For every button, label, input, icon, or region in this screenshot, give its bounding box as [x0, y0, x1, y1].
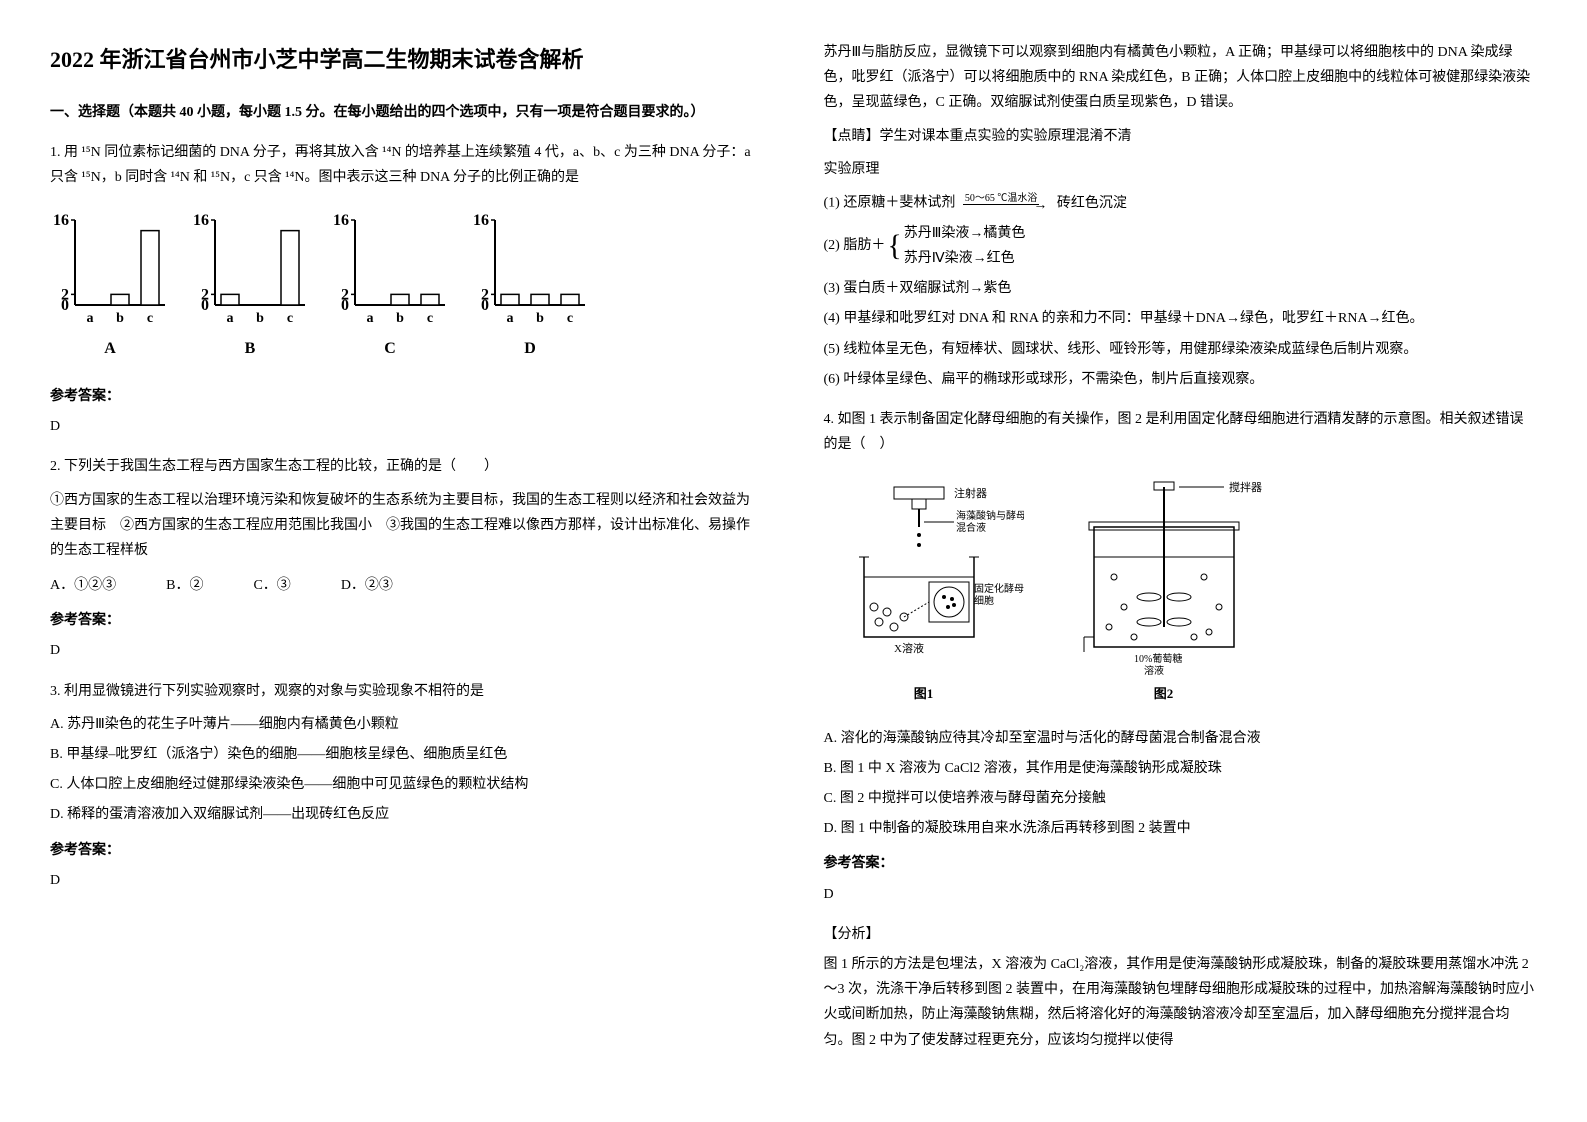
- svg-text:0: 0: [341, 297, 349, 314]
- formula-2: (2) 脂肪＋ { 苏丹Ⅲ染液→橘黄色 苏丹Ⅳ染液→红色: [824, 221, 1538, 271]
- q4-answer: D: [824, 882, 1538, 907]
- question-4: 4. 如图 1 表示制备固定化酵母细胞的有关操作，图 2 是利用固定化酵母细胞进…: [824, 407, 1538, 1053]
- svg-text:a: a: [507, 311, 514, 326]
- diagram-2: 搅拌器: [1064, 477, 1264, 705]
- q4-option-b: B. 图 1 中 X 溶液为 CaCl2 溶液，其作用是使海藻酸钠形成凝胶珠: [824, 756, 1538, 781]
- formula-4: (4) 甲基绿和吡罗红对 DNA 和 RNA 的亲和力不同：甲基绿＋DNA→绿色…: [824, 306, 1538, 331]
- left-column: 2022 年浙江省台州市小芝中学高二生物期末试卷含解析 一、选择题（本题共 40…: [50, 40, 764, 1068]
- f2-line1: 苏丹Ⅲ染液→橘黄色: [904, 221, 1026, 246]
- glucose-label-2: 溶液: [1144, 664, 1164, 677]
- section-header: 一、选择题（本题共 40 小题，每小题 1.5 分。在每小题给出的四个选项中，只…: [50, 100, 764, 125]
- diagram2-label: 图2: [1154, 682, 1174, 705]
- svg-text:0: 0: [481, 297, 489, 314]
- q4-diagrams: 注射器 海藻酸钠与酵母菌 混合液: [824, 477, 1538, 705]
- q2-option-d: D．②③: [341, 573, 393, 598]
- formula-5: (5) 线粒体呈无色，有短棒状、圆球状、线形、哑铃形等，用健那绿染液染成蓝绿色后…: [824, 337, 1538, 362]
- bar-chart-B: 16 2 0 abc B: [190, 210, 310, 364]
- r-shiyan: 实验原理: [824, 157, 1538, 182]
- q4-analysis: 图 1 所示的方法是包埋法，X 溶液为 CaCl₂溶液，其作用是使海藻酸钠形成凝…: [824, 952, 1538, 1053]
- formula-1: (1) 还原糖＋斐林试剂 50～65 ℃温水浴 → 砖红色沉淀: [824, 190, 1538, 216]
- bar-chart-C: 16 2 0 abc C: [330, 210, 450, 364]
- diagram-1: 注射器 海藻酸钠与酵母菌 混合液: [824, 477, 1024, 705]
- glucose-label-1: 10%葡萄糖: [1134, 652, 1182, 665]
- f2-line2: 苏丹Ⅳ染液→红色: [904, 246, 1026, 271]
- left-brace-icon: {: [887, 231, 901, 261]
- mix-label-2: 混合液: [956, 521, 986, 534]
- svg-text:16: 16: [333, 212, 349, 229]
- svg-text:c: c: [287, 311, 293, 326]
- r-para1: 苏丹Ⅲ与脂肪反应，显微镜下可以观察到细胞内有橘黄色小颗粒，A 正确；甲基绿可以将…: [824, 40, 1538, 116]
- diagram2-svg: 搅拌器: [1064, 477, 1264, 677]
- q2-answer: D: [50, 638, 764, 663]
- q1-text: 1. 用 ¹⁵N 同位素标记细菌的 DNA 分子，再将其放入含 ¹⁴N 的培养基…: [50, 140, 764, 190]
- r-dianjing: 【点睛】学生对课本重点实验的实验原理混淆不清: [824, 124, 1538, 149]
- q2-subtext: ①西方国家的生态工程以治理环境污染和恢复破坏的生态系统为主要目标，我国的生态工程…: [50, 488, 764, 564]
- svg-text:0: 0: [61, 297, 69, 314]
- chart-label: B: [245, 335, 256, 364]
- q2-option-c: C．③: [253, 573, 290, 598]
- bar-chart-A: 16 2 0 abc A: [50, 210, 170, 364]
- mix-label-1: 海藻酸钠与酵母菌: [956, 509, 1024, 522]
- syringe-label: 注射器: [954, 486, 987, 500]
- f1-prefix: (1) 还原糖＋斐林试剂: [824, 196, 956, 211]
- page-title: 2022 年浙江省台州市小芝中学高二生物期末试卷含解析: [50, 40, 764, 80]
- svg-text:b: b: [536, 311, 544, 326]
- chart-label: A: [104, 335, 116, 364]
- diagram1-svg: 注射器 海藻酸钠与酵母菌 混合液: [824, 477, 1024, 677]
- q2-answer-label: 参考答案：: [50, 608, 764, 633]
- cell-label-2: 细胞: [974, 594, 994, 607]
- q3-option-d: D. 稀释的蛋清溶液加入双缩脲试剂——出现砖红色反应: [50, 802, 764, 827]
- question-2: 2. 下列关于我国生态工程与西方国家生态工程的比较，正确的是（ ） ①西方国家的…: [50, 454, 764, 663]
- svg-text:16: 16: [473, 212, 489, 229]
- x-label: X溶液: [894, 641, 924, 655]
- chart-label: C: [384, 335, 396, 364]
- cell-label-1: 固定化酵母: [974, 582, 1024, 595]
- q3-option-a: A. 苏丹Ⅲ染色的花生子叶薄片——细胞内有橘黄色小颗粒: [50, 712, 764, 737]
- svg-text:b: b: [256, 311, 264, 326]
- q2-option-a: A．①②③: [50, 573, 116, 598]
- svg-text:16: 16: [53, 212, 69, 229]
- f1-condition: 50～65 ℃温水浴: [963, 193, 1040, 205]
- stirrer-label: 搅拌器: [1229, 480, 1262, 494]
- svg-text:a: a: [367, 311, 374, 326]
- q2-text: 2. 下列关于我国生态工程与西方国家生态工程的比较，正确的是（ ）: [50, 454, 764, 479]
- right-column: 苏丹Ⅲ与脂肪反应，显微镜下可以观察到细胞内有橘黄色小颗粒，A 正确；甲基绿可以将…: [824, 40, 1538, 1068]
- f2-prefix: (2) 脂肪＋: [824, 233, 886, 258]
- q3-option-c: C. 人体口腔上皮细胞经过健那绿染液染色——细胞中可见蓝绿色的颗粒状结构: [50, 772, 764, 797]
- q1-charts: 16 2 0 abc A 16 2 0 abc B 16 2 0 abc C 1…: [50, 210, 764, 364]
- arrow-icon: →: [1033, 193, 1047, 218]
- bar-chart-D: 16 2 0 abc D: [470, 210, 590, 364]
- q4-text: 4. 如图 1 表示制备固定化酵母细胞的有关操作，图 2 是利用固定化酵母细胞进…: [824, 407, 1538, 457]
- svg-text:c: c: [567, 311, 573, 326]
- svg-text:0: 0: [201, 297, 209, 314]
- svg-text:16: 16: [193, 212, 209, 229]
- q4-option-d: D. 图 1 中制备的凝胶珠用自来水洗涤后再转移到图 2 装置中: [824, 816, 1538, 841]
- q4-option-c: C. 图 2 中搅拌可以使培养液与酵母菌充分接触: [824, 786, 1538, 811]
- formula-3: (3) 蛋白质＋双缩脲试剂→紫色: [824, 276, 1538, 301]
- svg-text:a: a: [227, 311, 234, 326]
- q1-answer-label: 参考答案：: [50, 384, 764, 409]
- q3-answer-label: 参考答案：: [50, 838, 764, 863]
- question-3: 3. 利用显微镜进行下列实验观察时，观察的对象与实验现象不相符的是 A. 苏丹Ⅲ…: [50, 679, 764, 893]
- q3-answer: D: [50, 868, 764, 893]
- diagram1-label: 图1: [914, 682, 934, 705]
- q1-answer: D: [50, 414, 764, 439]
- q4-analysis-label: 【分析】: [824, 922, 1538, 947]
- q3-option-b: B. 甲基绿–吡罗红（派洛宁）染色的细胞——细胞核呈绿色、细胞质呈红色: [50, 742, 764, 767]
- svg-text:b: b: [396, 311, 404, 326]
- svg-text:b: b: [116, 311, 124, 326]
- q3-text: 3. 利用显微镜进行下列实验观察时，观察的对象与实验现象不相符的是: [50, 679, 764, 704]
- svg-text:c: c: [147, 311, 153, 326]
- q2-option-b: B．②: [166, 573, 203, 598]
- q4-answer-label: 参考答案：: [824, 851, 1538, 876]
- question-1: 1. 用 ¹⁵N 同位素标记细菌的 DNA 分子，再将其放入含 ¹⁴N 的培养基…: [50, 140, 764, 440]
- svg-text:c: c: [427, 311, 433, 326]
- chart-label: D: [524, 335, 536, 364]
- formula-6: (6) 叶绿体呈绿色、扁平的椭球形或球形，不需染色，制片后直接观察。: [824, 367, 1538, 392]
- f1-result: 砖红色沉淀: [1057, 196, 1127, 211]
- svg-text:a: a: [87, 311, 94, 326]
- q4-option-a: A. 溶化的海藻酸钠应待其冷却至室温时与活化的酵母菌混合制备混合液: [824, 726, 1538, 751]
- q2-options: A．①②③ B．② C．③ D．②③: [50, 573, 764, 598]
